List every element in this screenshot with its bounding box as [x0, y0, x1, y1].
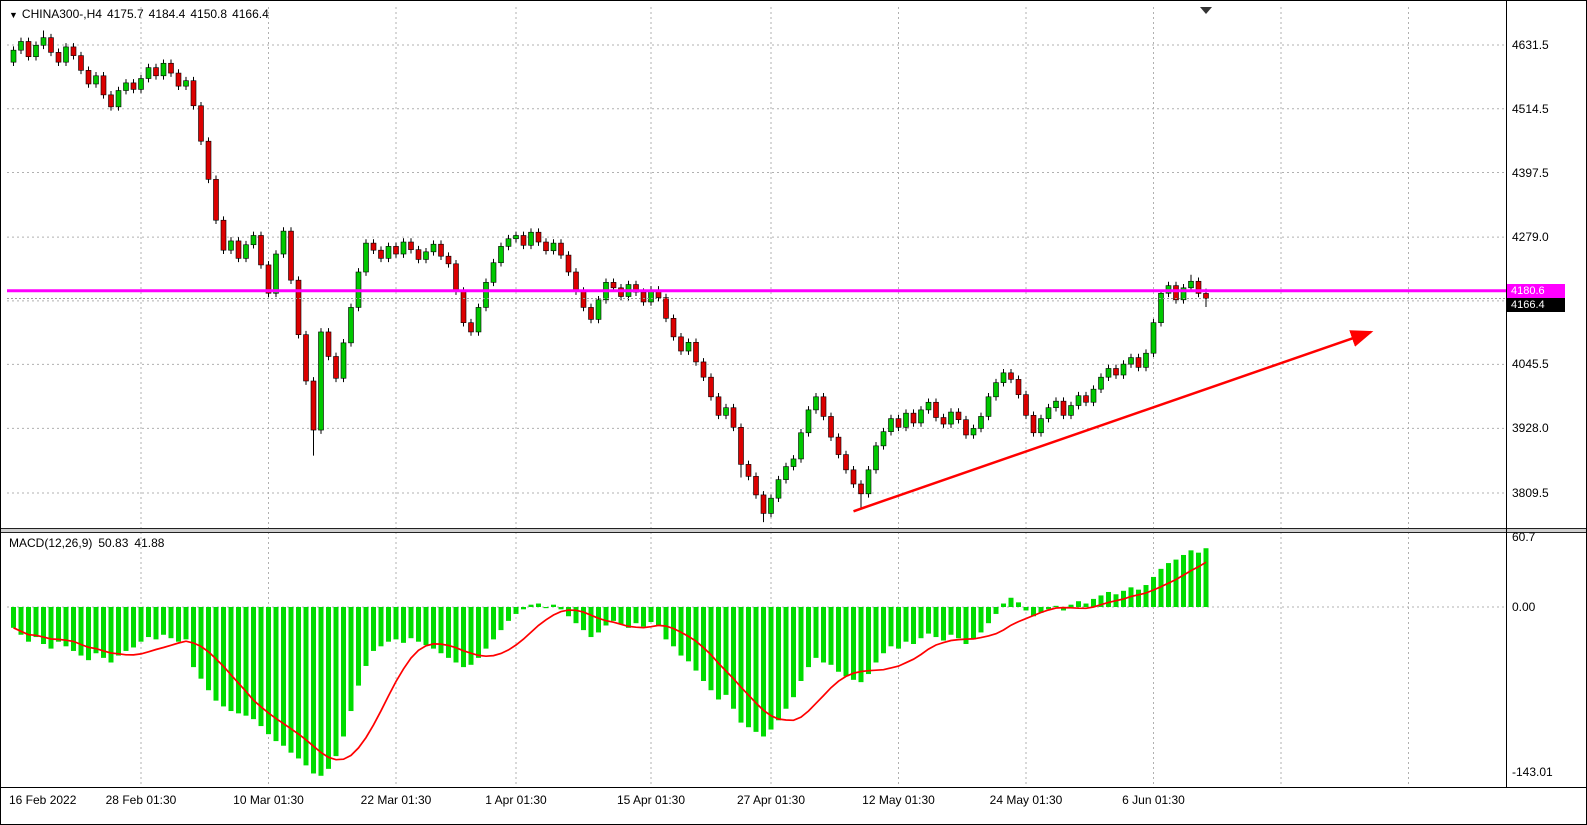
- pane-divider[interactable]: [1, 528, 1586, 533]
- symbol-period-label: CHINA300-,H4: [21, 7, 102, 21]
- grid-layer: [7, 7, 1506, 787]
- price-axis-separator: [1506, 1, 1507, 788]
- symbol-dropdown-icon[interactable]: ▼: [9, 10, 18, 20]
- chart-shift-marker-icon[interactable]: [1200, 7, 1212, 14]
- current-price-badge: 4166.4: [1507, 297, 1565, 312]
- macd-signal-value: 41.88: [134, 536, 165, 550]
- macd-main-value: 50.83: [98, 536, 129, 550]
- trend-arrow[interactable]: [853, 330, 1374, 513]
- low-value: 4150.8: [190, 7, 228, 21]
- time-axis-separator: [1, 787, 1586, 788]
- hline-price-badge: 4180.6: [1507, 283, 1565, 298]
- macd-layer: [11, 548, 1209, 776]
- overlay-layer: [7, 7, 1506, 513]
- chart-ohlc-header: ▼ CHINA300-,H4 4175.7 4184.4 4150.8 4166.4: [9, 7, 274, 21]
- macd-name: MACD(12,26,9): [9, 536, 93, 550]
- candles-layer: [10, 30, 1209, 523]
- macd-indicator-label: MACD(12,26,9) 50.83 41.88: [9, 536, 170, 550]
- close-value: 4166.4: [232, 7, 269, 21]
- open-value: 4175.7: [106, 7, 144, 21]
- high-value: 4184.4: [148, 7, 186, 21]
